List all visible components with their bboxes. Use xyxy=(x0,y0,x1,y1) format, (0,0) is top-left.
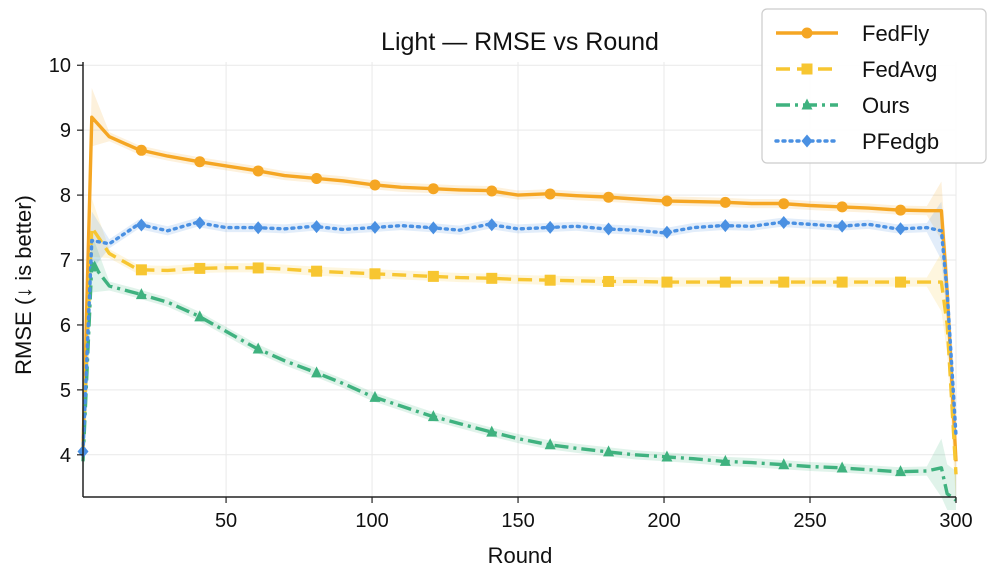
triangle-marker xyxy=(194,310,206,322)
legend-item-pfedgb: PFedgb xyxy=(774,129,939,154)
triangle-marker xyxy=(89,260,101,272)
x-tick-label: 50 xyxy=(215,510,237,532)
legend-item-ours: Ours xyxy=(776,93,910,118)
circle-marker xyxy=(194,156,206,168)
diamond-marker xyxy=(836,219,848,233)
x-tick-label: 150 xyxy=(501,510,534,532)
circle-marker xyxy=(836,201,848,213)
triangle-marker xyxy=(427,410,439,422)
triangle-marker xyxy=(661,450,673,462)
legend-item-fedavg: FedAvg xyxy=(776,57,937,82)
circle-marker xyxy=(311,172,323,184)
y-tick-label: 4 xyxy=(60,445,71,467)
diamond-marker xyxy=(486,218,498,232)
triangle-marker xyxy=(544,438,556,450)
y-tick-label: 9 xyxy=(60,120,71,142)
series-lines xyxy=(81,115,958,502)
legend: FedFly FedAvg Ours PFedgb xyxy=(761,8,987,164)
square-marker xyxy=(135,264,147,276)
square-marker xyxy=(194,262,206,274)
circle-marker xyxy=(486,185,498,197)
legend-label-fedfly: FedFly xyxy=(862,21,929,46)
square-marker xyxy=(603,275,615,287)
fedfly-line xyxy=(81,115,958,462)
ours-line xyxy=(81,261,957,502)
triangle-marker xyxy=(311,366,323,378)
triangle-marker xyxy=(778,458,790,470)
fedavg-line xyxy=(81,225,958,475)
circle-marker xyxy=(135,144,147,156)
circle-marker xyxy=(801,27,813,39)
circle-marker xyxy=(719,196,731,208)
triangle-marker xyxy=(135,288,147,300)
pfedgb-line xyxy=(81,220,958,454)
y-tick-label: 5 xyxy=(60,380,71,402)
circle-marker xyxy=(544,188,556,200)
triangle-marker xyxy=(895,465,907,477)
x-axis-label: Round xyxy=(488,543,553,568)
x-tick-label: 100 xyxy=(355,510,388,532)
triangle-marker xyxy=(486,425,498,437)
triangle-marker xyxy=(719,454,731,466)
square-marker xyxy=(778,276,790,288)
x-tick-label: 200 xyxy=(647,510,680,532)
circle-marker xyxy=(778,198,790,210)
legend-label-pfedgb: PFedgb xyxy=(862,129,939,154)
x-tick-label: 300 xyxy=(939,510,972,532)
diamond-marker xyxy=(427,221,439,235)
diamond-marker xyxy=(603,222,615,236)
diamond-marker xyxy=(719,219,731,233)
square-marker xyxy=(252,262,264,274)
x-tick-label: 250 xyxy=(793,510,826,532)
y-tick-label: 7 xyxy=(60,250,71,272)
legend-label-ours: Ours xyxy=(862,93,910,118)
diamond-marker xyxy=(778,216,790,230)
diamond-marker xyxy=(895,222,907,236)
diamond-marker xyxy=(801,134,813,148)
square-marker xyxy=(801,63,813,75)
circle-marker xyxy=(895,204,907,216)
diamond-marker xyxy=(369,220,381,234)
y-tick-label: 6 xyxy=(60,315,71,337)
chart-title: Light — RMSE vs Round xyxy=(381,28,659,56)
square-marker xyxy=(486,272,498,284)
square-marker xyxy=(311,265,323,277)
legend-item-fedfly: FedFly xyxy=(776,21,929,46)
diamond-marker xyxy=(252,221,264,235)
triangle-marker xyxy=(603,445,615,457)
series-markers xyxy=(77,144,907,477)
y-tick-label: 10 xyxy=(49,55,71,77)
fedavg-band xyxy=(83,198,956,504)
y-axis-label: RMSE (↓ is better) xyxy=(11,195,36,375)
diamond-marker xyxy=(135,218,147,232)
circle-marker xyxy=(252,165,264,177)
diamond-marker xyxy=(311,220,323,234)
square-marker xyxy=(836,276,848,288)
circle-marker xyxy=(427,183,439,195)
square-marker xyxy=(719,276,731,288)
diamond-marker xyxy=(661,225,673,239)
triangle-marker xyxy=(369,390,381,402)
circle-marker xyxy=(661,195,673,207)
triangle-marker xyxy=(836,461,848,473)
legend-box xyxy=(761,8,987,164)
square-marker xyxy=(661,276,673,288)
legend-label-fedavg: FedAvg xyxy=(862,57,937,82)
square-marker xyxy=(895,276,907,288)
ticks: 50 100 150 200 250 300 4 5 6 7 8 9 10 xyxy=(49,55,973,532)
square-marker xyxy=(369,268,381,280)
diamond-marker xyxy=(194,216,206,230)
y-tick-label: 8 xyxy=(60,185,71,207)
triangle-marker xyxy=(801,98,813,110)
circle-marker xyxy=(369,179,381,191)
diamond-marker xyxy=(544,220,556,234)
triangle-marker xyxy=(252,342,264,354)
square-marker xyxy=(544,274,556,286)
square-marker xyxy=(427,270,439,282)
circle-marker xyxy=(603,191,615,203)
